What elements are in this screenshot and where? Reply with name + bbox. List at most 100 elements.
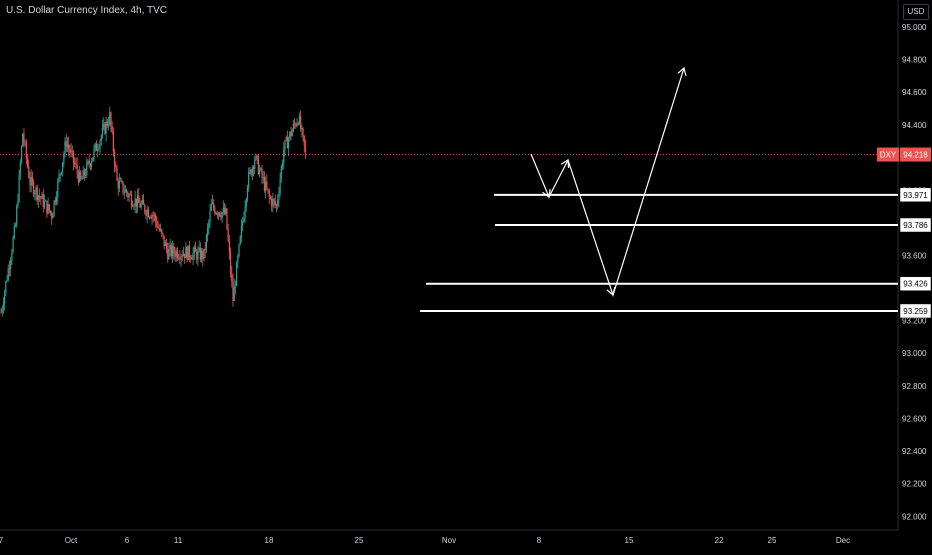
- candle-body: [118, 180, 121, 189]
- candle-body: [97, 149, 99, 151]
- candle-body: [152, 214, 154, 216]
- candle-body: [167, 248, 169, 260]
- candle-body: [278, 193, 280, 200]
- candle-body: [88, 160, 90, 165]
- candle-body: [234, 285, 237, 287]
- candle-body: [275, 204, 278, 206]
- candle-body: [285, 136, 287, 141]
- last-price-label: 94.218: [903, 151, 928, 160]
- y-tick-label: 94.600: [902, 88, 927, 97]
- candle-body: [178, 258, 180, 259]
- candle-body: [191, 258, 193, 260]
- candle-body: [197, 250, 199, 260]
- candle-body: [271, 198, 273, 207]
- candles-layer: [0, 106, 307, 317]
- arrow-head-icon: [606, 287, 616, 297]
- candle-body: [155, 215, 157, 222]
- candle-body: [158, 227, 160, 231]
- candle-body: [161, 229, 163, 234]
- candle-body: [163, 235, 165, 246]
- candle-body: [169, 245, 171, 250]
- candle-body: [139, 202, 141, 208]
- candle-body: [66, 144, 69, 147]
- y-tick-label: 94.400: [902, 121, 927, 130]
- currency-button[interactable]: USD: [903, 4, 929, 20]
- candle-body: [12, 237, 14, 253]
- time-axis[interactable]: 7 Oct 6 11 18 25 Nov 8 15 22 25 Dec: [0, 536, 850, 545]
- candle-body: [260, 168, 262, 170]
- candle-body: [176, 250, 179, 259]
- candle-body: [24, 142, 26, 144]
- candle-body: [81, 178, 83, 180]
- x-tick-label: 7: [0, 536, 4, 545]
- candle-body: [229, 252, 232, 274]
- candle-body: [115, 165, 117, 168]
- candle-body: [48, 204, 50, 212]
- candle-body: [52, 213, 54, 219]
- candle-body: [203, 248, 205, 259]
- x-tick-label: 15: [625, 536, 634, 545]
- candle-body: [181, 255, 183, 257]
- candle-body: [36, 187, 38, 201]
- candle-body: [100, 135, 102, 141]
- candle-body: [228, 240, 230, 253]
- candle-body: [57, 180, 59, 198]
- candle-body: [133, 206, 135, 207]
- candle-body: [89, 164, 92, 167]
- candle-body: [302, 128, 304, 136]
- candle-body: [190, 257, 192, 259]
- candle-body: [147, 209, 150, 217]
- x-tick-label: Nov: [442, 536, 456, 545]
- candle-body: [0, 312, 2, 314]
- arrow-head-icon: [677, 66, 687, 76]
- candle-body: [76, 164, 78, 173]
- candle-body: [202, 250, 204, 259]
- x-tick-label: 8: [537, 536, 542, 545]
- x-tick-label: 11: [174, 536, 183, 545]
- candle-body: [171, 246, 174, 257]
- candle-body: [221, 212, 223, 218]
- candle-body: [232, 281, 234, 301]
- candle-body: [263, 177, 266, 191]
- level-price-tag: [899, 187, 932, 203]
- candle-body: [219, 212, 221, 216]
- candle-body: [268, 191, 270, 198]
- level-price-label: 93.971: [903, 191, 928, 200]
- candle-body: [269, 197, 272, 199]
- candle-body: [135, 198, 137, 207]
- symbol-label: DXY: [880, 151, 897, 160]
- candle-body: [273, 199, 275, 201]
- candle-body: [80, 171, 82, 180]
- candle-body: [243, 217, 245, 222]
- candle-body: [291, 130, 293, 137]
- candle-body: [198, 247, 200, 251]
- candle-body: [126, 189, 128, 194]
- candle-body: [180, 255, 182, 260]
- candle-body: [93, 148, 95, 158]
- last-price-tag: [900, 147, 931, 162]
- candle-body: [300, 116, 302, 130]
- y-tick-label: 92.800: [902, 382, 927, 391]
- candle-body: [146, 209, 148, 216]
- candle-body: [280, 166, 282, 180]
- candle-body: [22, 133, 24, 147]
- candle-body: [211, 202, 214, 204]
- candle-body: [207, 227, 209, 236]
- candle-body: [136, 195, 139, 207]
- candle-body: [138, 195, 140, 203]
- candle-body: [184, 253, 186, 258]
- candle-body: [257, 157, 259, 175]
- candle-body: [74, 162, 76, 165]
- candle-body: [301, 128, 303, 130]
- candle-body: [84, 174, 87, 176]
- candle-body: [110, 112, 112, 127]
- candle-body: [254, 159, 256, 169]
- candle-body: [222, 208, 224, 213]
- candle-body: [69, 148, 71, 153]
- candle-body: [217, 212, 220, 215]
- candle-body: [208, 221, 210, 228]
- candle-body: [216, 212, 218, 215]
- candle-body: [29, 177, 31, 186]
- candle-body: [179, 258, 181, 260]
- candle-body: [196, 251, 198, 260]
